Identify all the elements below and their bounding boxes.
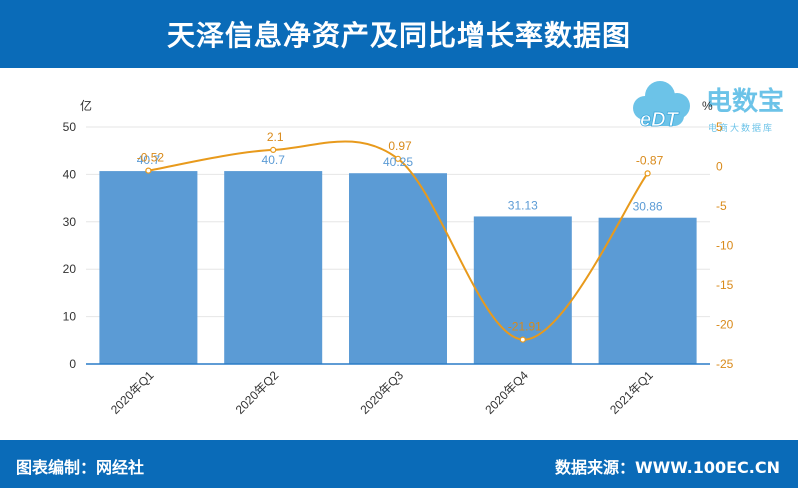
line-point [145,167,152,174]
growth-line [148,140,649,341]
y2-tick-label: -5 [716,199,727,213]
y2-tick-label: -10 [716,239,734,253]
logo-letters: eDT [640,109,680,131]
x-tick-label: 2020年Q4 [482,368,531,417]
footer-source: 数据来源：WWW.100EC.CN [554,458,780,477]
y-tick-label: 0 [69,357,76,371]
x-tick-label: 2020年Q1 [108,368,157,417]
x-tick-label: 2021年Q1 [607,368,656,417]
bar-value-label: 40.25 [383,155,413,169]
bar-value-label: 40.7 [262,153,286,167]
line-value-label: 2.1 [267,130,284,144]
bar-value-label: 40.7 [137,153,161,167]
bar-value-label: 30.86 [633,200,663,214]
footer-credit: 图表编制：网经社 [16,458,145,477]
bar [598,217,697,364]
line-point [519,336,526,343]
y-tick-label: 40 [63,167,77,181]
line-value-label: -0.52 [137,151,165,165]
logo-subtext: 电商大数据库 [708,122,774,133]
bar [349,173,447,364]
logo-text: 电数宝 [706,86,784,116]
logo: eDT 电数宝 电商大数据库 [633,81,784,133]
cloud-icon [633,81,690,126]
line-point [394,155,402,162]
line-point [644,170,651,177]
x-tick-label: 2020年Q3 [358,368,407,417]
footer-banner: 图表编制：网经社 数据来源：WWW.100EC.CN [0,440,798,488]
bar-value-label: 31.13 [508,198,538,212]
header-banner: 天泽信息净资产及同比增长率数据图 [0,0,798,68]
bar [224,171,323,364]
y2-tick-label: -15 [716,278,734,292]
y2-tick-label: -25 [716,357,734,371]
y2-axis-label: % [702,99,713,113]
x-tick-label: 2020年Q2 [233,368,282,417]
y2-tick-label: -20 [716,318,734,332]
line-value-label: -0.87 [636,153,664,167]
line-value-label: 0.97 [388,139,412,153]
line-point [270,146,277,154]
y2-tick-label: 0 [716,160,723,174]
y-tick-label: 30 [63,215,77,229]
chart-title: 天泽信息净资产及同比增长率数据图 [166,19,631,52]
bar [99,171,198,364]
y-tick-label: 50 [63,120,77,134]
y-tick-label: 10 [63,310,77,324]
y-tick-label: 20 [63,262,77,276]
y2-tick-label: 5 [716,120,723,134]
line-value-label: -21.91 [508,320,542,334]
y-axis-label: 亿 [80,98,92,113]
